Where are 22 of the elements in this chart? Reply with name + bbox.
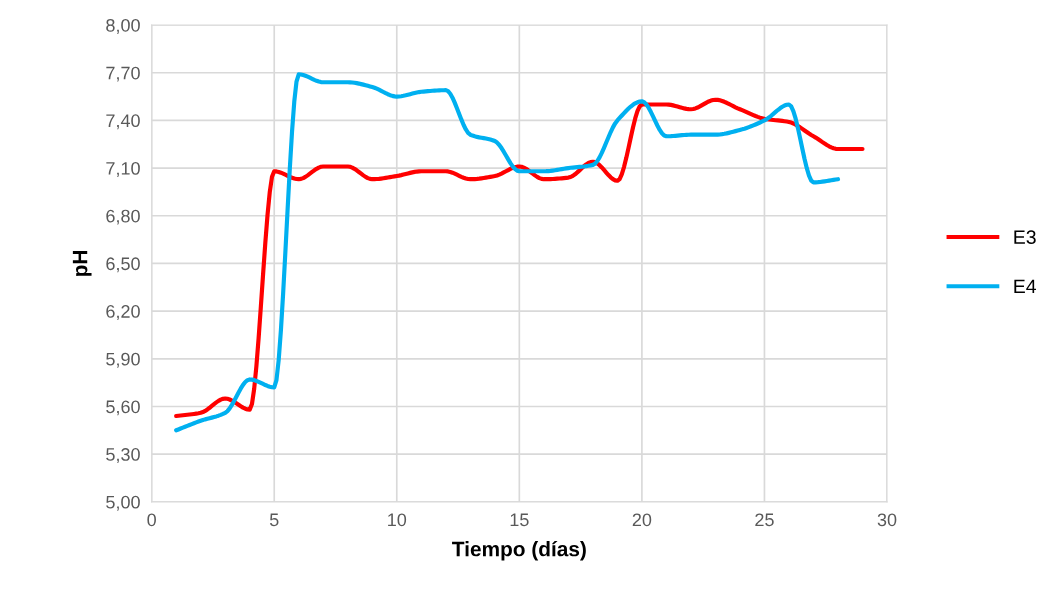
y-tick-label: 5,30 xyxy=(106,448,140,463)
y-tick-label: 5,60 xyxy=(106,400,140,416)
legend-label: E4 xyxy=(1014,279,1037,294)
y-tick-label: 7,70 xyxy=(106,66,140,82)
x-tick-label: 5 xyxy=(269,513,279,527)
x-tick-label: 25 xyxy=(755,513,774,527)
y-tick-label: 5,90 xyxy=(106,352,140,368)
x-tick-label: 30 xyxy=(877,513,897,527)
y-tick-label: 6,80 xyxy=(106,209,140,225)
y-tick-label: 5,00 xyxy=(106,495,140,511)
y-axis-title: pH xyxy=(72,250,92,276)
x-tick-label: 0 xyxy=(147,513,156,527)
y-tick-label: 7,10 xyxy=(106,162,140,177)
x-axis-title: Tiempo (días) xyxy=(452,540,586,561)
y-tick-label: 7,40 xyxy=(106,114,140,130)
y-tick-label: 6,20 xyxy=(106,305,140,320)
y-tick-label: 8,00 xyxy=(106,18,140,34)
legend-label: E3 xyxy=(1014,230,1036,245)
x-tick-label: 20 xyxy=(632,513,652,527)
x-tick-label: 15 xyxy=(510,513,529,527)
x-tick-label: 10 xyxy=(388,513,407,527)
y-tick-label: 6,50 xyxy=(106,257,140,273)
